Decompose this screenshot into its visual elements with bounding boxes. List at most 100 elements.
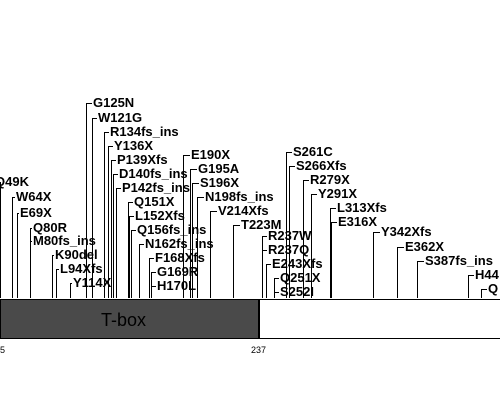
mutation-connector-line: [70, 283, 72, 284]
mutation-leader-line: [210, 211, 211, 298]
mutation-leader-line: [86, 103, 87, 298]
mutation-connector-line: [30, 228, 32, 229]
mutation-label: S261C: [293, 144, 333, 159]
mutation-connector-line: [330, 208, 336, 209]
mutation-label: R237Q: [268, 242, 310, 257]
mutation-connector-line: [131, 230, 136, 231]
mutation-label: H44: [475, 267, 499, 282]
mutation-label: Y136X: [114, 138, 154, 153]
mutation-leader-line: [151, 286, 152, 298]
mutation-leader-line: [266, 264, 267, 298]
mutation-label: S252I: [280, 284, 314, 299]
mutation-leader-line: [151, 272, 152, 298]
mutation-leader-line: [331, 222, 332, 298]
mutation-connector-line: [56, 269, 59, 270]
mutation-label: S387fs_ins: [425, 253, 493, 268]
mutation-connector-line: [129, 216, 134, 217]
mutation-connector-line: [128, 202, 133, 203]
mutation-connector-line: [233, 225, 240, 226]
mutation-leader-line: [192, 183, 193, 298]
mutation-connector-line: [210, 211, 217, 212]
mutation-connector-line: [17, 213, 19, 214]
mutation-connector-line: [116, 188, 121, 189]
mutation-connector-line: [262, 236, 267, 237]
mutation-leader-line: [233, 225, 234, 298]
mutation-label: N198fs_ins: [205, 189, 274, 204]
mutation-label: W64X: [16, 189, 52, 204]
mutation-label: H170L: [157, 278, 197, 293]
mutation-connector-line: [111, 160, 116, 161]
mutation-leader-line: [397, 247, 398, 298]
mutation-label: P142fs_ins: [122, 180, 190, 195]
domain-label: T-box: [101, 310, 147, 330]
mutation-leader-line: [12, 197, 13, 298]
mutation-label: R134fs_ins: [110, 124, 179, 139]
mutation-leader-line: [52, 255, 53, 298]
mutation-label: E362X: [405, 239, 445, 254]
mutation-connector-line: [481, 289, 487, 290]
mutation-connector-line: [190, 169, 197, 170]
mutation-leader-line: [17, 213, 18, 298]
protein-track: [259, 299, 500, 339]
mutation-leader-line: [92, 118, 93, 298]
mutation-connector-line: [30, 241, 32, 242]
mutation-connector-line: [113, 174, 118, 175]
mutation-label: R279X: [310, 172, 350, 187]
mutation-leader-line: [113, 174, 114, 298]
mutation-label: G169R: [157, 264, 199, 279]
mutation-label: Q156fs_ins: [137, 222, 207, 237]
mutation-leader-line: [116, 188, 117, 298]
mutation-connector-line: [331, 222, 337, 223]
mutation-connector-line: [86, 103, 92, 104]
mutation-connector-line: [149, 258, 154, 259]
mutation-label: Q151X: [134, 194, 175, 209]
mutation-leader-line: [30, 241, 31, 298]
mutation-leader-line: [311, 194, 312, 298]
mutation-leader-line: [274, 278, 275, 298]
mutation-leader-line: [262, 250, 263, 298]
mutation-connector-line: [397, 247, 404, 248]
mutation-label: S266Xfs: [296, 158, 347, 173]
mutation-leader-line: [104, 132, 105, 298]
mutation-connector-line: [274, 292, 279, 293]
mutation-connector-line: [12, 197, 15, 198]
t-box-domain-bar: [0, 299, 259, 339]
mutation-label: M80fs_ins: [33, 233, 96, 248]
mutation-label: Q251X: [280, 270, 321, 285]
mutation-connector-line: [286, 152, 292, 153]
mutation-connector-line: [92, 118, 97, 119]
mutation-label: W121G: [98, 110, 143, 125]
mutation-connector-line: [139, 244, 144, 245]
mutation-leader-line: [108, 146, 109, 298]
mutation-leader-line: [129, 216, 130, 298]
mutation-leader-line: [481, 289, 482, 298]
mutation-label: Y342Xfs: [381, 224, 432, 239]
mutation-connector-line: [266, 264, 271, 265]
mutation-label: P139Xfs: [117, 152, 168, 167]
mutation-leader-line: [56, 269, 57, 298]
mutation-label: E190X: [191, 147, 231, 162]
mutation-label: E316X: [338, 214, 378, 229]
mutation-leader-line: [330, 208, 331, 298]
mutation-connector-line: [108, 146, 113, 147]
mutation-leader-line: [286, 152, 287, 298]
mutation-leader-line: [183, 155, 184, 298]
mutation-connector-line: [151, 286, 156, 287]
mutation-leader-line: [128, 202, 129, 298]
mutation-leader-line: [303, 180, 304, 298]
mutation-connector-line: [197, 197, 204, 198]
mutation-connector-line: [262, 250, 267, 251]
mutation-leader-line: [468, 275, 469, 298]
mutation-connector-line: [417, 261, 424, 262]
mutation-leader-line: [197, 197, 198, 298]
mutation-label: D140fs_ins: [119, 166, 188, 181]
mutation-connector-line: [151, 272, 156, 273]
mutation-connector-line: [303, 180, 309, 181]
mutation-leader-line: [190, 169, 191, 298]
mutation-leader-line: [274, 292, 275, 298]
mutation-connector-line: [274, 278, 279, 279]
mutation-leader-line: [139, 244, 140, 298]
mutation-label: L152Xfs: [135, 208, 185, 223]
mutation-connector-line: [183, 155, 190, 156]
mutation-leader-line: [70, 283, 71, 298]
